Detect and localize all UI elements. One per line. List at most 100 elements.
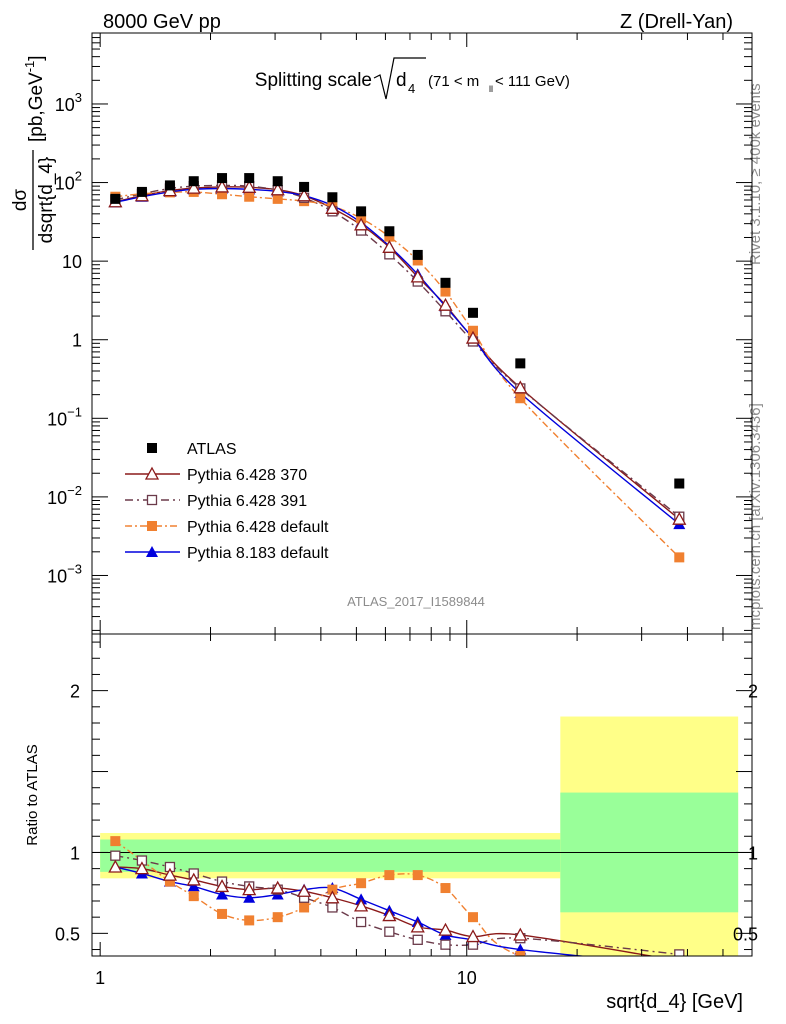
ratio-point-py370-6 xyxy=(270,880,285,894)
legend-marker xyxy=(147,443,157,453)
point-atlas-15 xyxy=(674,478,685,489)
legend: ATLAS Pythia 6.428 370 Pythia 6.428 391 Pyt… xyxy=(125,441,329,562)
ratio-point-py391-15 xyxy=(674,949,685,956)
legend-label: Pythia 8.183 default xyxy=(187,545,329,562)
y-tick-label: 103 xyxy=(55,90,82,115)
source-label: mcplots.cern.ch [arXiv:1306.3436] xyxy=(747,403,764,630)
ratio-point-py8-5 xyxy=(243,891,256,903)
process-label: Z (Drell-Yan) xyxy=(620,11,733,33)
x-tick-label-1: 1 xyxy=(95,968,105,988)
ylabel-denominator: dsqrt{d_4} xyxy=(36,157,57,244)
band-inner-0 xyxy=(100,839,561,872)
ratio-frame xyxy=(91,633,753,957)
analysis-id: ATLAS_2017_I1589844 xyxy=(347,594,485,609)
title-range-post: < 111 GeV) xyxy=(495,73,570,90)
point-atlas-13 xyxy=(467,307,478,318)
ratio-point-py391-9 xyxy=(355,916,367,928)
ratio-point-pydef-7 xyxy=(299,902,310,913)
point-py370-11 xyxy=(410,269,425,283)
ratio-y-tick-label-right: 2 xyxy=(748,682,758,702)
point-atlas-1 xyxy=(136,186,147,197)
point-py370-6 xyxy=(270,182,285,196)
legend-label: Pythia 6.428 default xyxy=(187,519,329,536)
series-line-pydef xyxy=(115,191,680,558)
ratio-point-py370-13 xyxy=(465,929,481,943)
ratio-point-pydef-4 xyxy=(217,908,228,919)
point-pydef-14 xyxy=(515,393,526,404)
x-tick-label-10: 10 xyxy=(457,968,477,988)
ratio-point-pydef-9 xyxy=(356,878,367,889)
point-atlas-8 xyxy=(327,192,338,203)
ratio-point-pydef-11 xyxy=(412,870,423,881)
point-pydef-15 xyxy=(674,552,685,563)
point-py370-3 xyxy=(186,180,201,194)
ratio-point-py370-1 xyxy=(134,861,150,875)
ratio-point-py391-0 xyxy=(110,850,121,861)
ratio-point-py391-11 xyxy=(412,934,423,945)
point-atlas-4 xyxy=(217,173,228,184)
ratio-point-py370-0 xyxy=(108,859,123,873)
ratio-y-tick-label-left: 2 xyxy=(70,682,80,702)
ratio-point-py370-10 xyxy=(382,908,397,922)
rivet-label: Rivet 3.1.10, ≥ 400k events xyxy=(747,83,764,265)
main-y-axis-label: dσ dsqrt{d_4} [pb,GeV-1] xyxy=(10,55,57,250)
ratio-point-py370-4 xyxy=(214,879,230,893)
ratio-point-py370-14 xyxy=(513,927,528,941)
y-tick-label: 10−2 xyxy=(47,483,82,508)
point-py370-13 xyxy=(465,330,481,344)
point-py370-9 xyxy=(354,217,369,231)
point-pydef-4 xyxy=(217,189,228,200)
point-py370-5 xyxy=(242,179,257,193)
ratio-point-py370-3 xyxy=(186,872,201,886)
point-atlas-12 xyxy=(440,277,451,288)
point-atlas-14 xyxy=(515,358,526,369)
ratio-point-py370-8 xyxy=(325,890,340,904)
ratio-point-py370-5 xyxy=(242,882,257,896)
sqrt-sign-icon xyxy=(373,57,426,100)
y-tick-label: 10−1 xyxy=(47,404,82,429)
ratio-point-py391-8 xyxy=(327,902,338,913)
ratio-y-tick-label-right: 1 xyxy=(748,843,758,863)
legend-item-pydef: Pythia 6.428 default xyxy=(125,519,329,536)
ratio-uncertainty-bands xyxy=(92,716,752,956)
point-pydef-5 xyxy=(244,191,255,202)
ratio-point-py370-7 xyxy=(297,883,312,897)
ratio-point-py8-4 xyxy=(216,888,229,900)
point-pydef-11 xyxy=(412,255,423,266)
point-atlas-3 xyxy=(188,176,199,187)
main-plot xyxy=(108,173,687,563)
point-pydef-6 xyxy=(272,193,283,204)
ratio-point-pydef-12 xyxy=(440,883,451,894)
ratio-point-py370-11 xyxy=(410,919,425,933)
point-atlas-11 xyxy=(412,249,423,260)
ratio-y-tick-label-left: 0.5 xyxy=(55,924,80,944)
ratio-point-pydef-3 xyxy=(188,891,199,902)
ratio-point-pydef-2 xyxy=(164,876,175,887)
ratio-point-py370-9 xyxy=(354,898,369,912)
ratio-y-axis-label: Ratio to ATLAS xyxy=(24,744,41,845)
ratio-point-py391-10 xyxy=(384,926,395,937)
main-frame xyxy=(91,32,753,635)
legend-marker xyxy=(144,466,160,480)
ratio-point-pydef-8 xyxy=(327,884,338,895)
point-atlas-6 xyxy=(272,176,283,187)
point-py370-7 xyxy=(297,188,312,202)
ylabel-unit: [pb,GeV-1] xyxy=(22,55,47,142)
point-pydef-12 xyxy=(440,286,451,297)
ratio-point-pydef-14 xyxy=(515,951,526,956)
legend-item-atlas: ATLAS xyxy=(147,441,237,458)
point-atlas-7 xyxy=(299,181,310,192)
legend-item-py8: Pythia 8.183 default xyxy=(125,545,329,562)
ratio-point-py370-2 xyxy=(162,867,178,881)
ratio-y-tick-label-left: 1 xyxy=(70,843,80,863)
band-group xyxy=(100,716,739,956)
point-atlas-10 xyxy=(384,226,395,237)
point-atlas-5 xyxy=(244,173,255,184)
ratio-point-pydef-10 xyxy=(384,870,395,881)
y-tick-label: 10 xyxy=(62,252,82,272)
title-main: Splitting scale xyxy=(255,70,372,91)
axes: 1 10 10−3 10−2 10−1 1 10 102 103 0.5 0.5 1 1 2 2 xyxy=(47,32,758,988)
y-tick-label: 10−3 xyxy=(47,561,82,586)
legend-item-py391: Pythia 6.428 391 xyxy=(125,493,307,510)
